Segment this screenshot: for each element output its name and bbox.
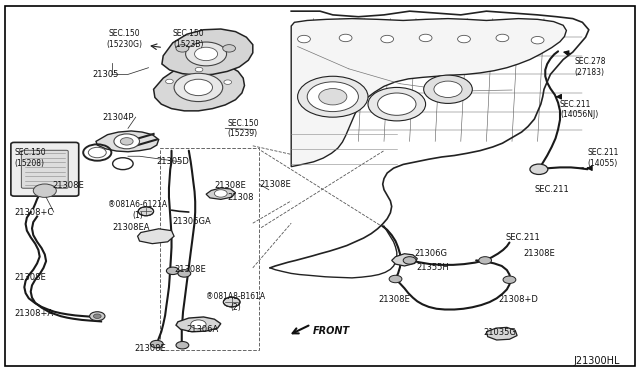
Circle shape — [298, 35, 310, 43]
Polygon shape — [392, 254, 417, 266]
Circle shape — [186, 42, 227, 66]
Text: 21308+A: 21308+A — [14, 309, 53, 318]
Polygon shape — [96, 131, 159, 152]
Text: ®081A6-6121A
(1): ®081A6-6121A (1) — [108, 201, 167, 220]
Polygon shape — [162, 29, 253, 75]
Circle shape — [176, 341, 189, 349]
Circle shape — [114, 134, 140, 149]
Text: 21308E: 21308E — [379, 295, 411, 304]
Circle shape — [479, 257, 492, 264]
Circle shape — [381, 35, 394, 43]
Circle shape — [496, 34, 509, 42]
Circle shape — [214, 190, 227, 197]
Circle shape — [223, 297, 240, 307]
Text: 21306GA: 21306GA — [173, 217, 212, 226]
Circle shape — [138, 207, 154, 216]
Circle shape — [195, 67, 203, 72]
Polygon shape — [138, 229, 174, 244]
Circle shape — [176, 45, 189, 52]
Circle shape — [90, 312, 105, 321]
Circle shape — [458, 35, 470, 43]
Text: 21308E: 21308E — [174, 265, 206, 274]
Circle shape — [298, 76, 368, 117]
Text: 21305D: 21305D — [157, 157, 189, 166]
Circle shape — [530, 164, 548, 174]
Text: 21308E: 21308E — [214, 182, 246, 190]
Circle shape — [378, 93, 416, 115]
Text: SEC.211: SEC.211 — [534, 185, 569, 194]
Text: SEC.150
(15239): SEC.150 (15239) — [227, 119, 259, 138]
Text: FRONT: FRONT — [312, 326, 349, 336]
Text: 21306G: 21306G — [415, 249, 448, 258]
Text: 21308E: 21308E — [134, 344, 166, 353]
Polygon shape — [579, 167, 584, 169]
Circle shape — [503, 276, 516, 283]
Text: 21308EA: 21308EA — [112, 223, 150, 232]
Text: SEC.278
(27183): SEC.278 (27183) — [575, 57, 606, 77]
Text: 21308E: 21308E — [259, 180, 291, 189]
Polygon shape — [206, 188, 236, 199]
Text: SEC.211
(14055): SEC.211 (14055) — [588, 148, 619, 168]
Circle shape — [223, 45, 236, 52]
Circle shape — [33, 184, 56, 198]
Circle shape — [307, 82, 358, 112]
Circle shape — [93, 314, 101, 318]
Text: SEC.211
(14056NJ): SEC.211 (14056NJ) — [560, 100, 598, 119]
Circle shape — [166, 79, 173, 84]
Circle shape — [174, 73, 223, 102]
Circle shape — [424, 75, 472, 103]
Circle shape — [339, 34, 352, 42]
Text: 21308+D: 21308+D — [498, 295, 538, 304]
Text: 21305: 21305 — [93, 70, 119, 79]
Circle shape — [224, 80, 232, 84]
Text: 21306A: 21306A — [187, 325, 219, 334]
Circle shape — [150, 340, 163, 348]
Text: 21304P: 21304P — [102, 113, 134, 122]
Circle shape — [434, 81, 462, 97]
Circle shape — [120, 138, 133, 145]
FancyBboxPatch shape — [11, 142, 79, 196]
Text: 21308E: 21308E — [14, 273, 46, 282]
Text: SEC.150
(15230G): SEC.150 (15230G) — [107, 29, 143, 49]
Text: SEC.150
(15208): SEC.150 (15208) — [14, 148, 45, 168]
Text: SEC.211: SEC.211 — [506, 233, 540, 242]
Text: 21355H: 21355H — [416, 263, 449, 272]
Text: 21308E: 21308E — [524, 249, 556, 258]
Text: 21308+C: 21308+C — [14, 208, 53, 217]
Text: J21300HL: J21300HL — [573, 356, 620, 366]
Circle shape — [531, 36, 544, 44]
Text: ®081A8-B161A
(2): ®081A8-B161A (2) — [206, 292, 265, 312]
Circle shape — [389, 275, 402, 283]
Bar — [160, 148, 259, 350]
Circle shape — [195, 47, 218, 61]
Polygon shape — [154, 62, 244, 111]
Circle shape — [166, 267, 179, 275]
Text: 21308: 21308 — [227, 193, 253, 202]
Circle shape — [419, 34, 432, 42]
Circle shape — [368, 87, 426, 121]
Circle shape — [191, 320, 206, 329]
Circle shape — [113, 158, 133, 170]
Circle shape — [184, 79, 212, 96]
Circle shape — [178, 270, 191, 277]
Polygon shape — [486, 327, 517, 340]
Text: 21035G: 21035G — [483, 328, 516, 337]
Circle shape — [319, 89, 347, 105]
Circle shape — [403, 257, 416, 264]
Text: SEC.150
(1523B): SEC.150 (1523B) — [173, 29, 205, 49]
Polygon shape — [176, 317, 221, 332]
Text: 21308E: 21308E — [52, 182, 84, 190]
Polygon shape — [291, 19, 566, 167]
FancyBboxPatch shape — [21, 150, 68, 188]
